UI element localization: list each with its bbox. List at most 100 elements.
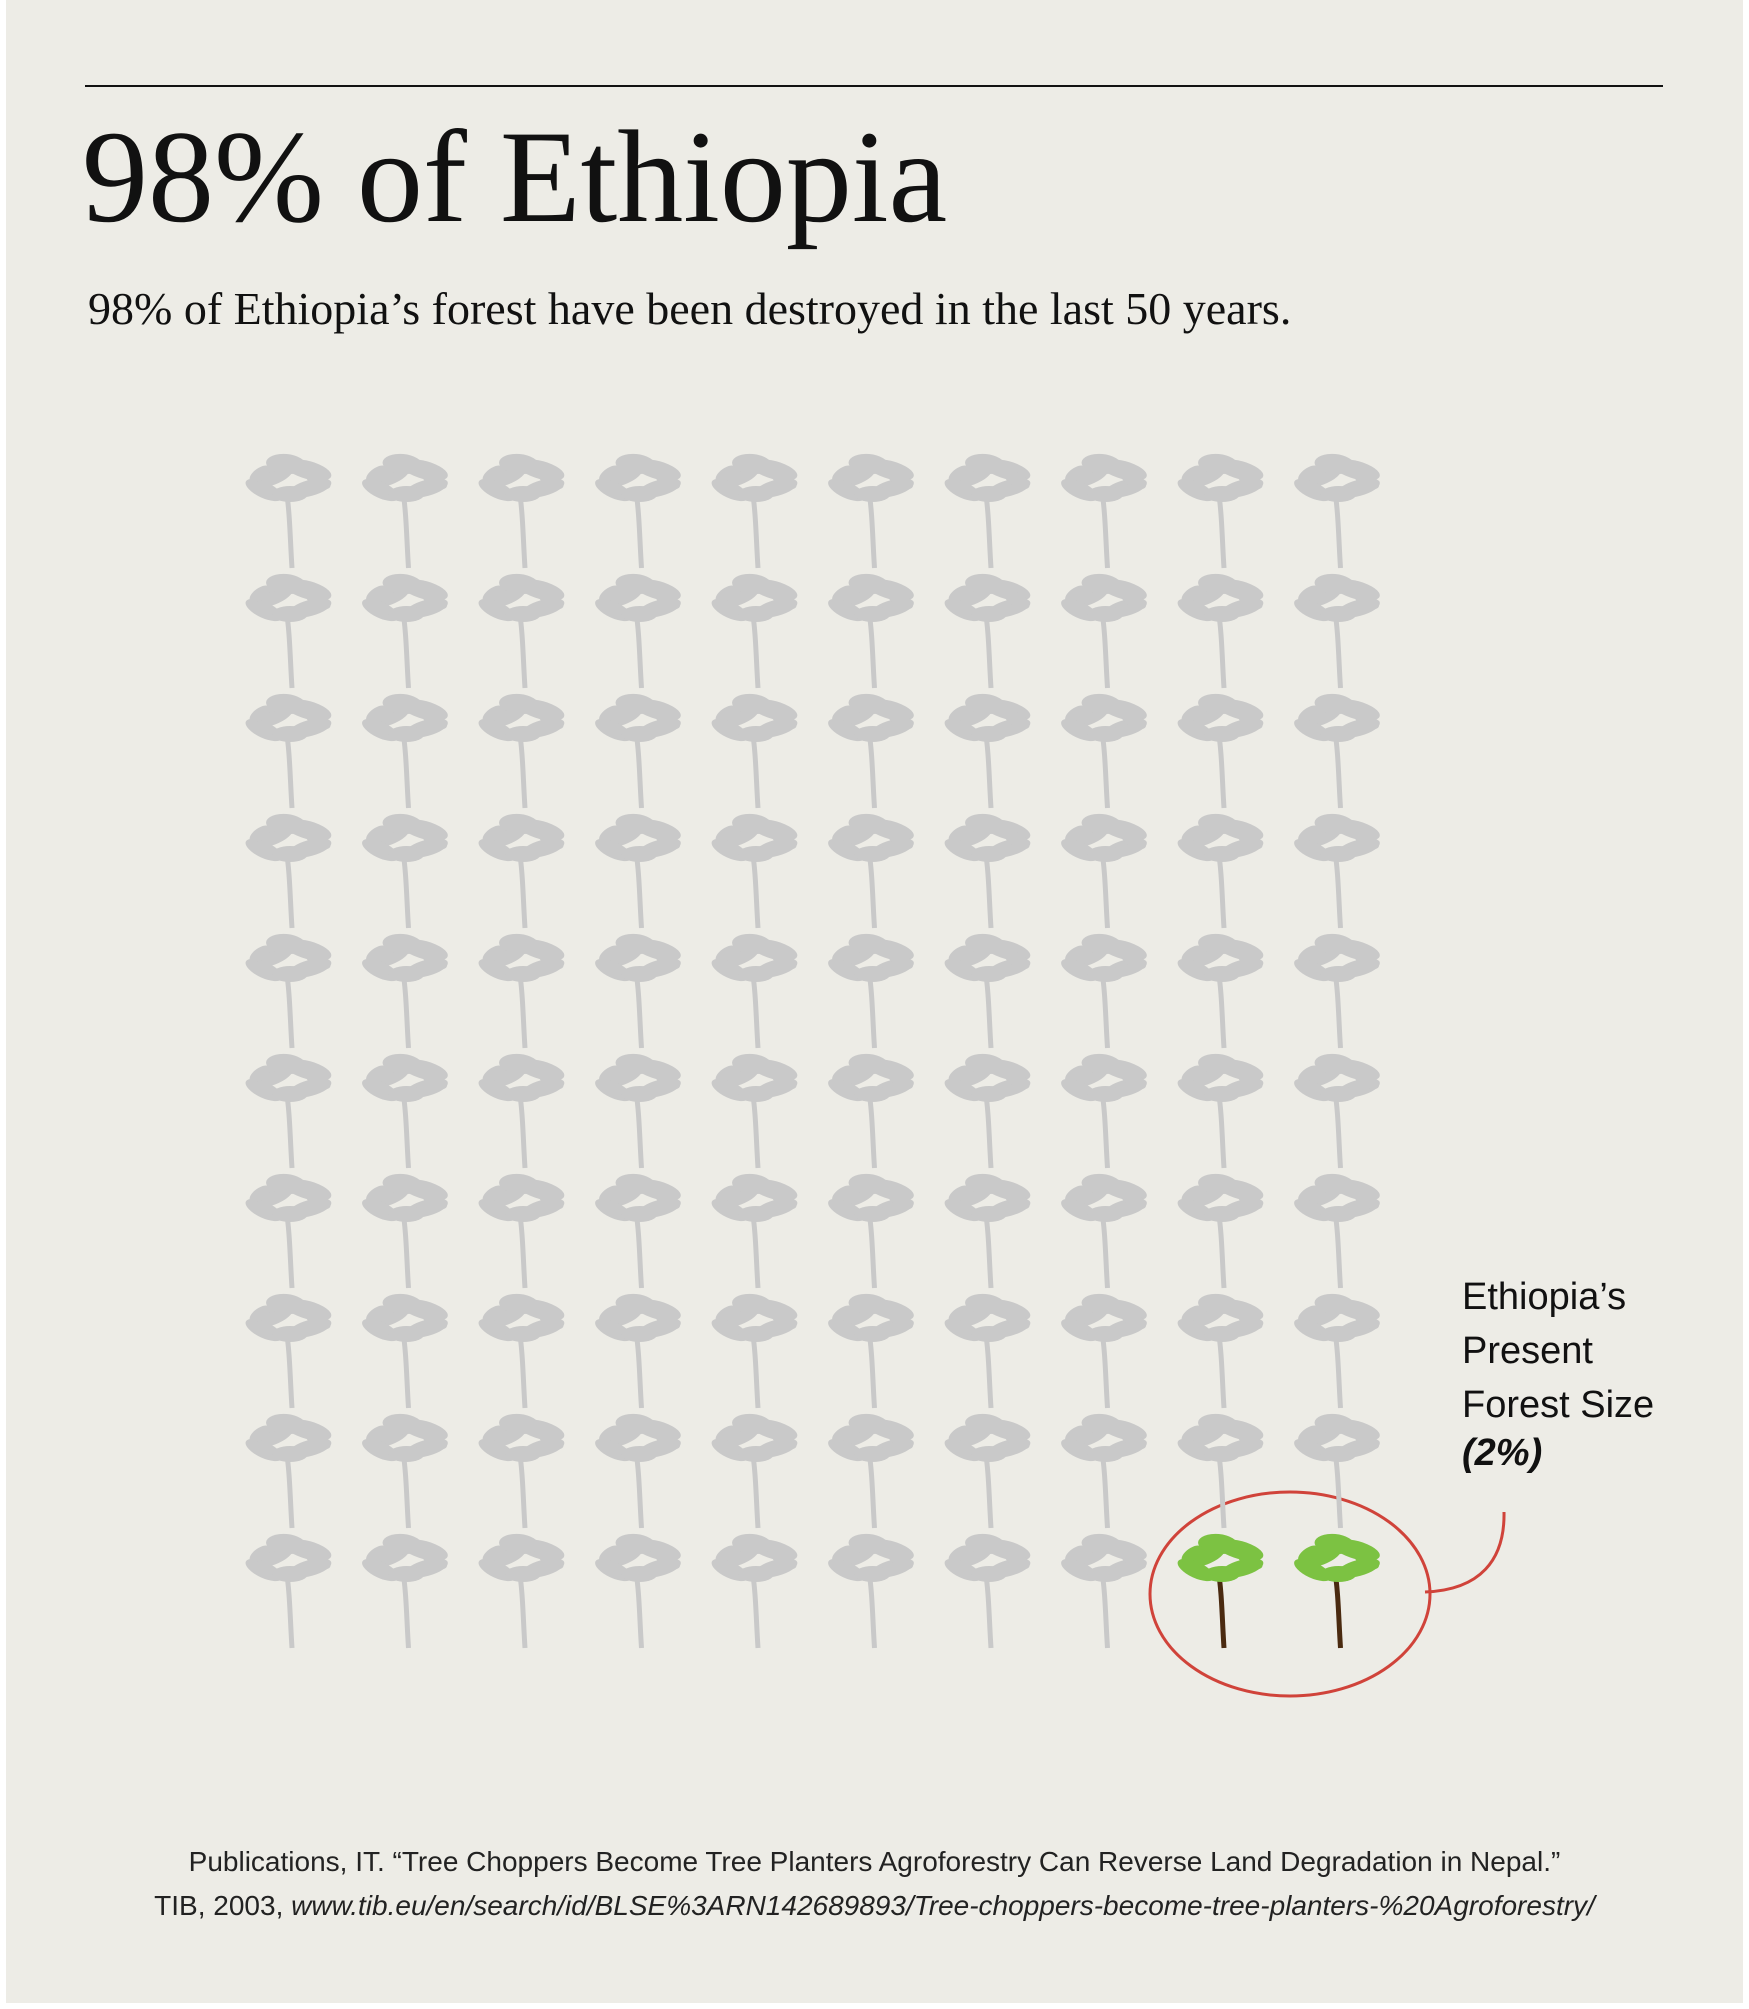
tree-icon — [245, 1293, 332, 1409]
frond — [1198, 573, 1238, 595]
frond — [621, 1566, 658, 1582]
frond — [1004, 1190, 1030, 1210]
tree-icon — [1294, 453, 1380, 569]
frond — [965, 453, 1005, 475]
frond — [1087, 1086, 1124, 1102]
frond — [1081, 1053, 1122, 1075]
frond — [1353, 470, 1380, 490]
tree-icon — [1294, 573, 1380, 689]
frond — [305, 470, 331, 490]
frond — [505, 846, 541, 862]
frond — [266, 1413, 306, 1435]
frond — [1237, 1070, 1263, 1090]
frond — [971, 606, 1007, 622]
frond — [1353, 710, 1380, 730]
frond — [505, 606, 541, 622]
value-label: (2%) — [1462, 1432, 1543, 1474]
frond — [388, 1566, 425, 1582]
frond — [1181, 1425, 1203, 1443]
frond — [1204, 846, 1240, 862]
frond — [1204, 1446, 1240, 1462]
tree-icon — [595, 693, 681, 809]
tree-icon — [1294, 1293, 1380, 1409]
frond — [848, 1533, 889, 1555]
frond — [832, 585, 853, 603]
frond — [599, 1185, 620, 1203]
frond — [249, 945, 271, 963]
frond — [388, 486, 425, 502]
frond — [621, 726, 658, 742]
frond — [482, 585, 504, 603]
frond — [854, 726, 891, 742]
frond — [1353, 1430, 1380, 1450]
frond — [538, 470, 564, 490]
frond — [1065, 1305, 1086, 1323]
frond — [1314, 1533, 1355, 1555]
tree-icon — [1294, 1173, 1380, 1289]
frond — [1298, 1065, 1319, 1083]
frond — [1120, 950, 1147, 970]
tree-icon — [595, 453, 681, 569]
frond — [1314, 933, 1355, 955]
frond — [388, 1326, 425, 1342]
frond — [366, 945, 387, 963]
frond — [738, 966, 774, 982]
tree-icon — [595, 1293, 681, 1409]
tree-icon — [362, 573, 448, 689]
frond — [948, 945, 970, 963]
tree-icon — [1294, 1413, 1380, 1529]
frond — [599, 1425, 620, 1443]
frond — [1314, 1413, 1355, 1435]
frond — [615, 1293, 656, 1315]
frond — [948, 705, 970, 723]
frond — [1120, 1310, 1147, 1330]
frond — [249, 705, 271, 723]
tree-icon — [1294, 933, 1380, 1049]
frond — [1198, 1533, 1238, 1555]
frond — [538, 830, 564, 850]
frond — [654, 470, 681, 490]
frond — [1081, 573, 1122, 595]
tree-icon — [362, 1413, 448, 1529]
tree-icon — [944, 813, 1031, 929]
tree-icon — [362, 813, 448, 929]
frond — [887, 1190, 914, 1210]
frond — [388, 726, 425, 742]
frond — [854, 486, 891, 502]
frond — [382, 933, 423, 955]
frond — [1065, 1185, 1086, 1203]
frond — [654, 1190, 681, 1210]
frond — [965, 1173, 1005, 1195]
frond — [1314, 453, 1355, 475]
tree-icon — [1061, 1053, 1147, 1169]
frond — [1087, 486, 1124, 502]
frond — [1204, 1326, 1240, 1342]
tree-icon — [1294, 693, 1380, 809]
tree-icon — [711, 1293, 798, 1409]
frond — [499, 453, 539, 475]
frond — [715, 825, 737, 843]
tree-icon — [711, 1533, 798, 1649]
frond — [971, 1566, 1007, 1582]
frond — [266, 813, 306, 835]
tree-icon — [478, 1533, 565, 1649]
highlight-circle — [1148, 1490, 1432, 1698]
frond — [599, 465, 620, 483]
frond — [832, 1065, 853, 1083]
tree-icon — [711, 813, 798, 929]
frond — [948, 465, 970, 483]
tree-icon — [828, 453, 914, 569]
tree-icon — [595, 573, 681, 689]
subtitle: 98% of Ethiopia’s forest have been destr… — [88, 283, 1292, 334]
frond — [732, 1053, 772, 1075]
frond — [505, 1566, 541, 1582]
frond — [965, 813, 1005, 835]
frond — [305, 1550, 331, 1570]
frond — [965, 1293, 1005, 1315]
tree-icon — [245, 1173, 332, 1289]
frond — [771, 1070, 797, 1090]
frond — [599, 1065, 620, 1083]
frond — [1087, 1566, 1124, 1582]
frond — [382, 813, 423, 835]
